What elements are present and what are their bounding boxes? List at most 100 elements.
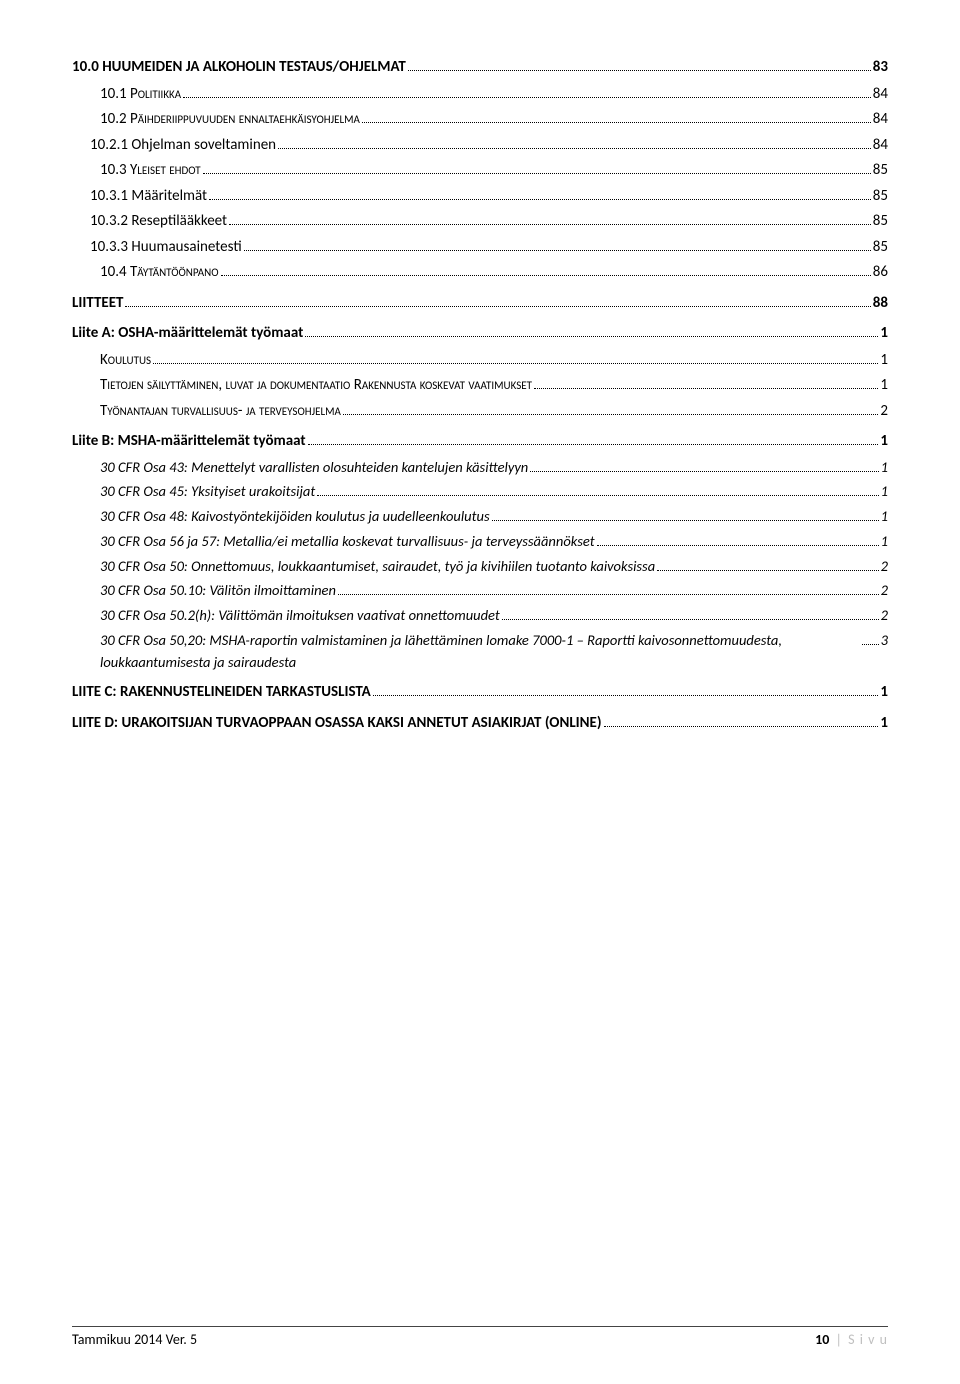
toc-label: 30 CFR Osa 50: Onnettomuus, loukkaantumi… [100,556,655,578]
toc-leader [317,486,878,496]
toc-label: 10.3 Yleiset ehdot [100,159,201,182]
toc-leader [862,635,879,645]
toc-leader [657,560,878,570]
toc-entry: Liite B: MSHA-määrittelemät työmaat 1 [72,430,888,453]
toc-leader [604,716,879,727]
page-footer: Tammikuu 2014 Ver. 5 10 | S i v u [72,1326,888,1348]
toc-entry: 10.1 Politiikka84 [72,83,888,106]
toc-entry: Tietojen säilyttäminen, luvat ja dokumen… [72,374,888,397]
footer-version: Tammikuu 2014 Ver. 5 [72,1331,197,1348]
toc-page-number: 1 [880,681,888,704]
toc-page-number: 1 [880,349,888,372]
toc-leader [343,404,879,415]
toc-entry: 10.3.2 Reseptilääkkeet 85 [72,210,888,233]
toc-entry: 30 CFR Osa 43: Menettelyt varallisten ol… [72,457,888,479]
toc-leader [244,240,871,251]
toc-label: Liite B: MSHA-määrittelemät työmaat [72,430,306,453]
toc-label: Työnantajan turvallisuus- ja terveysohje… [100,400,341,423]
footer-page: 10 | S i v u [815,1331,888,1348]
toc-label: 30 CFR Osa 50.2(h): Välittömän ilmoituks… [100,605,500,627]
toc-leader [408,61,871,72]
toc-entry: 30 CFR Osa 45: Yksityiset urakoitsijat 1 [72,481,888,503]
toc-page-number: 1 [880,430,888,453]
toc-page-number: 1 [881,457,888,479]
toc-entry: LIITE C: RAKENNUSTELINEIDEN TARKASTUSLIS… [72,681,888,704]
toc-entry: 10.3.3 Huumausainetesti 85 [72,236,888,259]
toc-leader [183,87,871,98]
toc-page-number: 84 [873,108,888,131]
toc-entry: 10.4 Täytäntöönpano 86 [72,261,888,284]
toc-page-number: 1 [881,506,888,528]
toc-entry: 30 CFR Osa 50.10: Välitön ilmoittaminen 2 [72,580,888,602]
toc-label: 10.3.1 Määritelmät [90,185,207,208]
toc-page-number: 1 [880,322,888,345]
footer-page-number: 10 [815,1331,829,1348]
toc-label: 30 CFR Osa 48: Kaivostyöntekijöiden koul… [100,506,490,528]
toc-entry: 10.3 Yleiset ehdot 85 [72,159,888,182]
toc-leader [308,435,879,446]
toc-label: 30 CFR Osa 45: Yksityiset urakoitsijat [100,481,315,503]
toc-entry: Liite A: OSHA-määrittelemät työmaat 1 [72,322,888,345]
toc-page-number: 1 [880,374,888,397]
toc-label: 10.4 Täytäntöönpano [100,261,219,284]
toc-page-number: 86 [873,261,888,284]
toc-page-number: 2 [881,580,888,602]
table-of-contents: 10.0 HUUMEIDEN JA ALKOHOLIN TESTAUS/OHJE… [72,56,888,734]
toc-label: 10.0 HUUMEIDEN JA ALKOHOLIN TESTAUS/OHJE… [72,56,406,79]
toc-leader [229,215,871,226]
toc-label: 30 CFR Osa 43: Menettelyt varallisten ol… [100,457,528,479]
toc-page-number: 1 [881,531,888,553]
toc-page-number: 1 [881,481,888,503]
toc-entry: 30 CFR Osa 50.2(h): Välittömän ilmoituks… [72,605,888,627]
toc-page-number: 84 [873,134,888,157]
toc-page-number: 3 [881,630,888,652]
toc-leader [305,327,878,338]
toc-entry: 10.3.1 Määritelmät 85 [72,185,888,208]
toc-entry: 30 CFR Osa 56 ja 57: Metallia/ei metalli… [72,531,888,553]
toc-entry: 30 CFR Osa 50,20: MSHA-raportin valmista… [72,630,888,674]
toc-page-number: 85 [873,159,888,182]
toc-page-number: 2 [881,605,888,627]
toc-leader [492,511,879,521]
toc-page-number: 2 [880,400,888,423]
toc-entry: LIITTEET88 [72,292,888,315]
toc-label: 30 CFR Osa 50.10: Välitön ilmoittaminen [100,580,336,602]
toc-leader [597,536,879,546]
toc-label: Koulutus [100,349,151,372]
toc-page-number: 85 [873,210,888,233]
toc-label: Liite A: OSHA-määrittelemät työmaat [72,322,303,345]
toc-page-number: 83 [873,56,888,79]
toc-page-number: 1 [880,712,888,735]
toc-entry: Työnantajan turvallisuus- ja terveysohje… [72,400,888,423]
toc-entry: 30 CFR Osa 48: Kaivostyöntekijöiden koul… [72,506,888,528]
toc-leader [362,113,871,124]
toc-label: 10.2.1 Ohjelman soveltaminen [90,134,276,157]
footer-divider: | [836,1331,842,1348]
toc-leader [209,189,871,200]
footer-page-label: S i v u [848,1331,888,1348]
toc-label: 30 CFR Osa 50,20: MSHA-raportin valmista… [100,630,860,674]
toc-leader [338,585,879,595]
toc-page-number: 85 [873,185,888,208]
toc-leader [125,296,870,307]
toc-label: LIITE D: URAKOITSIJAN TURVAOPPAAN OSASSA… [72,712,602,735]
toc-entry: LIITE D: URAKOITSIJAN TURVAOPPAAN OSASSA… [72,712,888,735]
toc-leader [203,164,871,175]
toc-leader [530,461,878,471]
toc-entry: 10.2 Päihderiippuvuuden ennaltaehkäisyoh… [72,108,888,131]
toc-entry: 30 CFR Osa 50: Onnettomuus, loukkaantumi… [72,556,888,578]
toc-entry: 10.0 HUUMEIDEN JA ALKOHOLIN TESTAUS/OHJE… [72,56,888,79]
toc-label: LIITE C: RAKENNUSTELINEIDEN TARKASTUSLIS… [72,681,371,704]
toc-leader [534,379,878,390]
toc-page-number: 84 [873,83,888,106]
toc-label: Tietojen säilyttäminen, luvat ja dokumen… [100,374,532,397]
toc-entry: Koulutus 1 [72,349,888,372]
toc-label: 10.3.2 Reseptilääkkeet [90,210,227,233]
toc-leader [153,353,878,364]
toc-label: LIITTEET [72,292,123,315]
toc-page-number: 85 [873,236,888,259]
toc-leader [502,610,879,620]
toc-label: 10.3.3 Huumausainetesti [90,236,242,259]
toc-page-number: 2 [881,556,888,578]
toc-leader [278,138,871,149]
